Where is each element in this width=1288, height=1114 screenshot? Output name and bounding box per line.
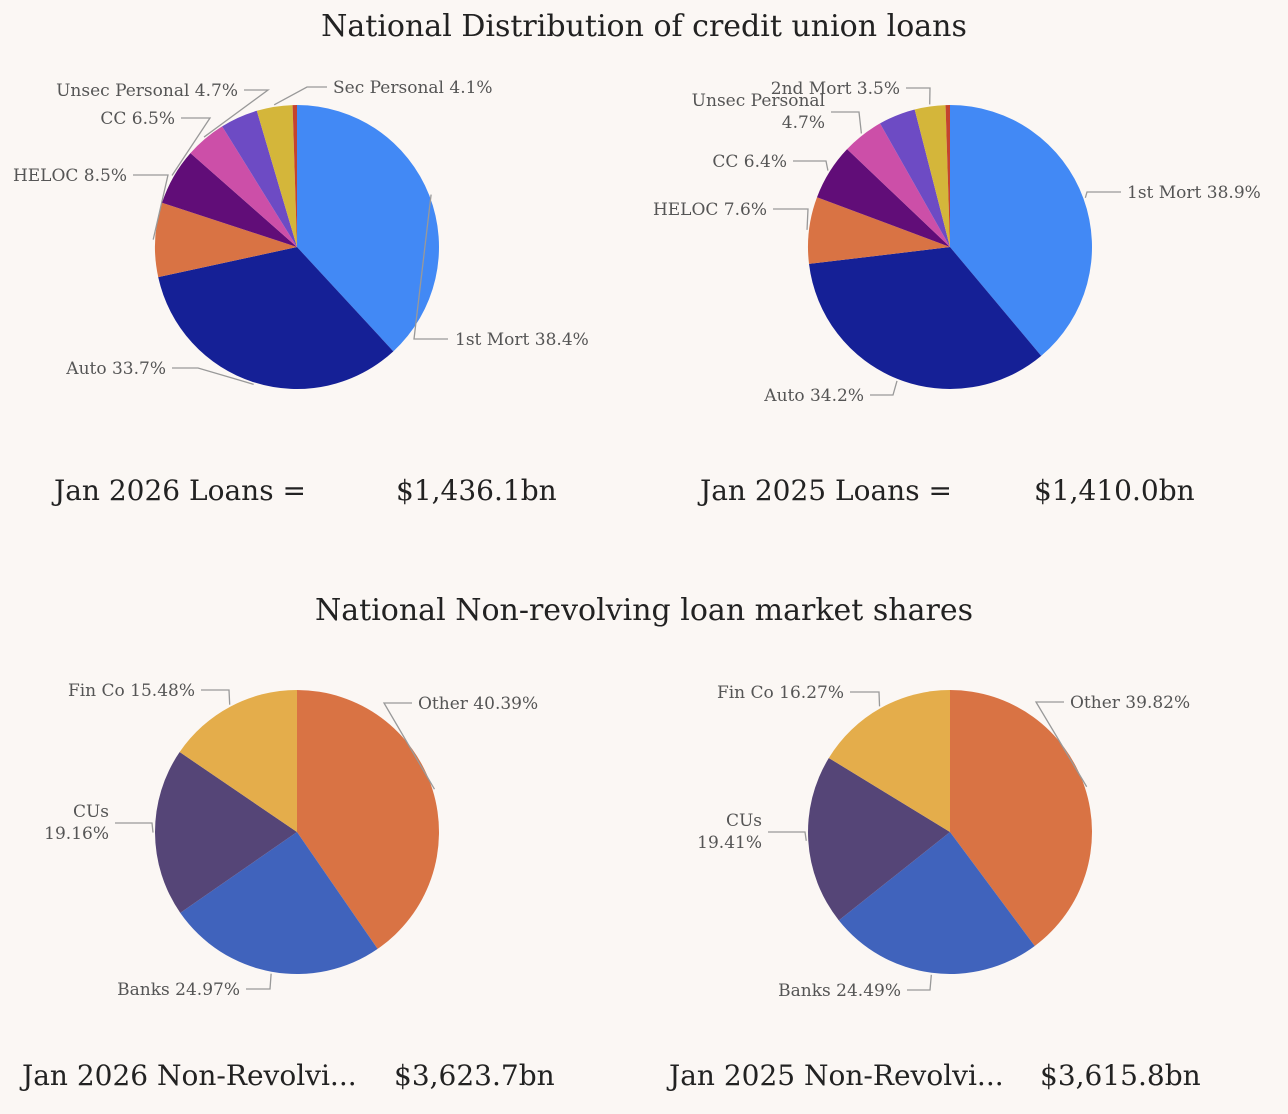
slice-label-heloc-jan-2025-distribution: HELOC 7.6% — [653, 200, 767, 220]
pie-slice-auto-jan-2026-distribution[interactable] — [158, 247, 394, 389]
leader-line-cus-jan-2025-market-share — [768, 831, 807, 841]
pie-slice-1st-mort-jan-2025-distribution[interactable] — [950, 105, 1092, 356]
pie-slice-cus-jan-2025-market-share[interactable] — [808, 757, 950, 921]
leader-line-cus-jan-2026-market-share — [115, 822, 154, 833]
summary-value-jan-2026-loans: $1,436.1bn — [396, 474, 557, 507]
leader-line-heloc-jan-2026-distribution — [133, 174, 169, 240]
summary-value-jan-2026-non-revolving: $3,623.7bn — [394, 1059, 555, 1092]
leader-line-other-jan-2025-market-share — [1034, 701, 1088, 788]
leader-line-1st-mort-jan-2026-distribution — [413, 194, 448, 340]
slice-label-2nd-mort-jan-2025-distribution: 2nd Mort 3.5% — [771, 79, 900, 99]
slice-label-unsec-personal-jan-2026-distribution: Unsec Personal 4.7% — [56, 81, 238, 101]
slice-label-auto-jan-2026-distribution: Auto 33.7% — [65, 359, 166, 379]
leader-line-cc-jan-2026-distribution — [171, 117, 212, 176]
slice-label-banks-jan-2026-market-share: Banks 24.97% — [117, 980, 240, 1000]
slice-label-auto-jan-2025-distribution: Auto 34.2% — [763, 386, 864, 406]
slice-label-sec-personal-jan-2026-distribution: Sec Personal 4.1% — [333, 78, 493, 98]
pie-chart-jan-2026-distribution: 1st Mort 38.4% Auto 33.7% HELOC 8.5% CC 6.5… — [13, 78, 589, 389]
pie-slice-heloc-jan-2026-distribution[interactable] — [154, 202, 297, 278]
pie-slice-sec-personal-jan-2025-distribution[interactable] — [880, 109, 950, 248]
pie-slice-fin-co-jan-2025-market-share[interactable] — [828, 690, 950, 832]
leader-line-auto-jan-2026-distribution — [172, 367, 254, 385]
slice-label-1st-mort-jan-2025-distribution: 1st Mort 38.9% — [1127, 183, 1261, 203]
leader-line-unsec-personal-jan-2026-distribution — [203, 89, 270, 138]
pie-slice-heloc-jan-2025-distribution[interactable] — [808, 197, 950, 264]
pie-slice-banks-jan-2026-market-share[interactable] — [180, 832, 378, 974]
pie-slice-2nd-mort-jan-2025-distribution[interactable] — [914, 105, 950, 247]
leader-line-cc-jan-2025-distribution — [793, 160, 829, 171]
pie-slice-cc-jan-2025-distribution[interactable] — [817, 149, 950, 247]
slice-label-cus-jan-2026-market-share: CUs 19.16% — [44, 802, 109, 844]
slice-label-other-jan-2026-market-share: Other 40.39% — [418, 694, 538, 714]
pie-slice-other-jan-2025-market-share[interactable] — [950, 690, 1093, 946]
pie-slice-other-jan-2026-distribution[interactable] — [292, 105, 297, 247]
leader-line-2nd-mort-jan-2025-distribution — [906, 87, 931, 105]
leader-line-banks-jan-2025-market-share — [907, 974, 932, 991]
pie-slice-other-jan-2026-market-share[interactable] — [297, 690, 439, 949]
slice-label-1st-mort-jan-2026-distribution: 1st Mort 38.4% — [455, 330, 589, 350]
leader-line-fin-co-jan-2025-market-share — [850, 691, 881, 707]
pie-slice-1st-mort-jan-2026-distribution[interactable] — [297, 105, 439, 352]
pie-slice-fin-co-jan-2026-market-share[interactable] — [179, 690, 297, 832]
leader-line-sec-personal-jan-2026-distribution — [273, 86, 327, 106]
pie-chart-jan-2026-market-share: Other 40.39% Banks 24.97% CUs 19.16% Fin Co … — [44, 681, 538, 1000]
slice-label-cc-jan-2025-distribution: CC 6.4% — [712, 152, 787, 172]
pie-chart-jan-2025-market-share: Other 39.82% Banks 24.49% CUs 19.41% Fin Co … — [697, 683, 1190, 1001]
pie-slice-other-jan-2025-distribution[interactable] — [945, 105, 950, 247]
slice-label-other-jan-2025-market-share: Other 39.82% — [1070, 693, 1190, 713]
slice-label-banks-jan-2025-market-share: Banks 24.49% — [778, 981, 901, 1001]
leader-line-fin-co-jan-2026-market-share — [201, 689, 231, 705]
slice-label-fin-co-jan-2025-market-share: Fin Co 16.27% — [717, 683, 844, 703]
summary-label-jan-2025-loans: Jan 2025 Loans = — [697, 474, 952, 507]
pie-slice-unsec-personal-jan-2025-distribution[interactable] — [847, 123, 950, 247]
leader-line-auto-jan-2025-distribution — [870, 380, 898, 396]
leader-line-unsec-personal-jan-2025-distribution — [831, 111, 863, 134]
distribution-title: National Distribution of credit union lo… — [321, 9, 967, 44]
leader-line-heloc-jan-2025-distribution — [773, 208, 809, 230]
pie-slice-unsec-personal-jan-2026-distribution[interactable] — [190, 126, 297, 247]
slice-label-unsec-personal-jan-2025-distribution: Unsec Personal 4.7% — [692, 91, 825, 133]
slice-label-fin-co-jan-2026-market-share: Fin Co 15.48% — [68, 681, 195, 701]
leader-line-banks-jan-2026-market-share — [246, 973, 272, 990]
pie-slice-sec-personal-jan-2026-distribution[interactable] — [256, 105, 297, 248]
summary-value-jan-2025-loans: $1,410.0bn — [1034, 474, 1195, 507]
summary-label-jan-2026-loans: Jan 2026 Loans = — [51, 474, 306, 507]
slice-label-heloc-jan-2026-distribution: HELOC 8.5% — [13, 166, 127, 186]
market-share-title: National Non-revolving loan market share… — [315, 593, 973, 628]
summary-value-jan-2025-non-revolving: $3,615.8bn — [1040, 1059, 1201, 1092]
pie-slice-cc-jan-2026-distribution[interactable] — [162, 153, 297, 247]
summary-label-jan-2026-non-revolving: Jan 2026 Non-Revolvi... — [19, 1059, 357, 1092]
leader-line-1st-mort-jan-2025-distribution — [1084, 191, 1121, 198]
pie-slice-banks-jan-2025-market-share[interactable] — [838, 832, 1035, 975]
leader-line-other-jan-2026-market-share — [382, 702, 436, 790]
summary-label-jan-2025-non-revolving: Jan 2025 Non-Revolvi... — [666, 1059, 1004, 1092]
slice-label-cus-jan-2025-market-share: CUs 19.41% — [697, 811, 762, 853]
pie-slice-auto-jan-2025-distribution[interactable] — [809, 247, 1042, 389]
slice-label-cc-jan-2026-distribution: CC 6.5% — [100, 109, 175, 129]
pie-slice-cus-jan-2026-market-share[interactable] — [155, 752, 297, 913]
pie-slice-2nd-mort-jan-2026-distribution[interactable] — [222, 110, 297, 247]
pie-chart-jan-2025-distribution: 1st Mort 38.9% Auto 34.2% HELOC 7.6% CC 6.4… — [653, 79, 1261, 406]
